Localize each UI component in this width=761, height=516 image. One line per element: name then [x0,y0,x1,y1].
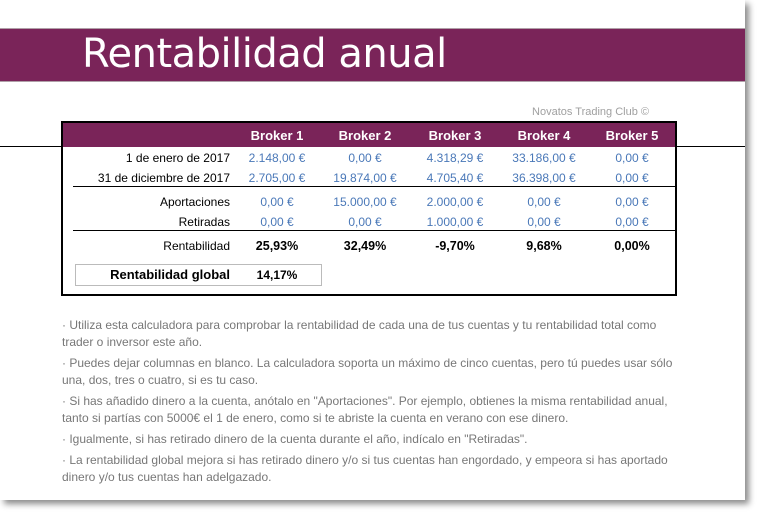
table-cell[interactable]: 4.705,40 € [426,171,484,185]
table-cell[interactable]: 1.000,00 € [426,215,484,229]
global-return-label: Rentabilidad global [110,267,230,282]
table-cell[interactable]: 2.705,00 € [248,171,306,185]
row-label: 31 de diciembre de 2017 [97,171,230,185]
sheet-page: Rentabilidad anual Novatos Trading Club … [0,28,745,490]
table-cell[interactable]: 36.398,00 € [512,171,576,185]
table-cell: 32,49% [343,239,387,253]
column-header-broker-4: Broker 4 [517,128,571,143]
row-label: Rentabilidad [163,239,230,253]
table-cell[interactable]: 0,00 € [527,215,561,229]
title-banner: Rentabilidad anual [0,28,745,82]
table-cell: -9,70% [435,239,475,253]
page-title: Rentabilidad anual [82,31,447,77]
column-header-broker-3: Broker 3 [428,128,482,143]
column-header-broker-5: Broker 5 [605,128,659,143]
note-item: · La rentabilidad global mejora si has r… [62,453,668,484]
table-cell: 0,00% [614,239,650,253]
table-cell[interactable]: 0,00 € [348,151,382,165]
global-return-box [75,264,322,286]
table-cell[interactable]: 0,00 € [260,195,294,209]
note-item: · Igualmente, si has retirado dinero de … [62,432,528,446]
table-cell[interactable]: 15.000,00 € [333,195,397,209]
table-cell[interactable]: 4.318,29 € [426,151,484,165]
divider [73,230,675,231]
table-cell[interactable]: 0,00 € [348,215,382,229]
table-cell[interactable]: 0,00 € [615,171,649,185]
global-return-value[interactable]: 14,17% [256,268,298,282]
table-cell[interactable]: 2.148,00 € [248,151,306,165]
column-header-broker-2: Broker 2 [338,128,392,143]
table-cell[interactable]: 2.000,00 € [426,195,484,209]
table-cell[interactable]: 0,00 € [615,151,649,165]
table-cell[interactable]: 0,00 € [615,215,649,229]
calculator-table: Rentabilidad global 14,17% Broker 1 Broke… [61,121,677,296]
table-cell[interactable]: 33.186,00 € [512,151,576,165]
table-cell[interactable]: 0,00 € [615,195,649,209]
column-header-broker-1: Broker 1 [250,128,304,143]
note-item: · Si has añadido dinero a la cuenta, anó… [62,394,668,425]
table-cell[interactable]: 19.874,00 € [333,171,397,185]
credit-text: Novatos Trading Club © [532,106,649,118]
table-cell: 25,93% [255,239,299,253]
table-cell[interactable]: 0,00 € [260,215,294,229]
note-item: · Utiliza esta calculadora para comproba… [62,318,657,349]
row-label: Aportaciones [159,195,230,209]
instructions: · Utiliza esta calculadora para comproba… [62,317,682,490]
note-item: · Puedes dejar columnas en blanco. La ca… [62,356,673,387]
row-label: 1 de enero de 2017 [125,151,230,165]
row-label: Retiradas [178,215,230,229]
table-cell: 9,68% [526,239,562,253]
table-header [63,123,675,147]
table-cell[interactable]: 0,00 € [527,195,561,209]
divider [73,186,675,187]
